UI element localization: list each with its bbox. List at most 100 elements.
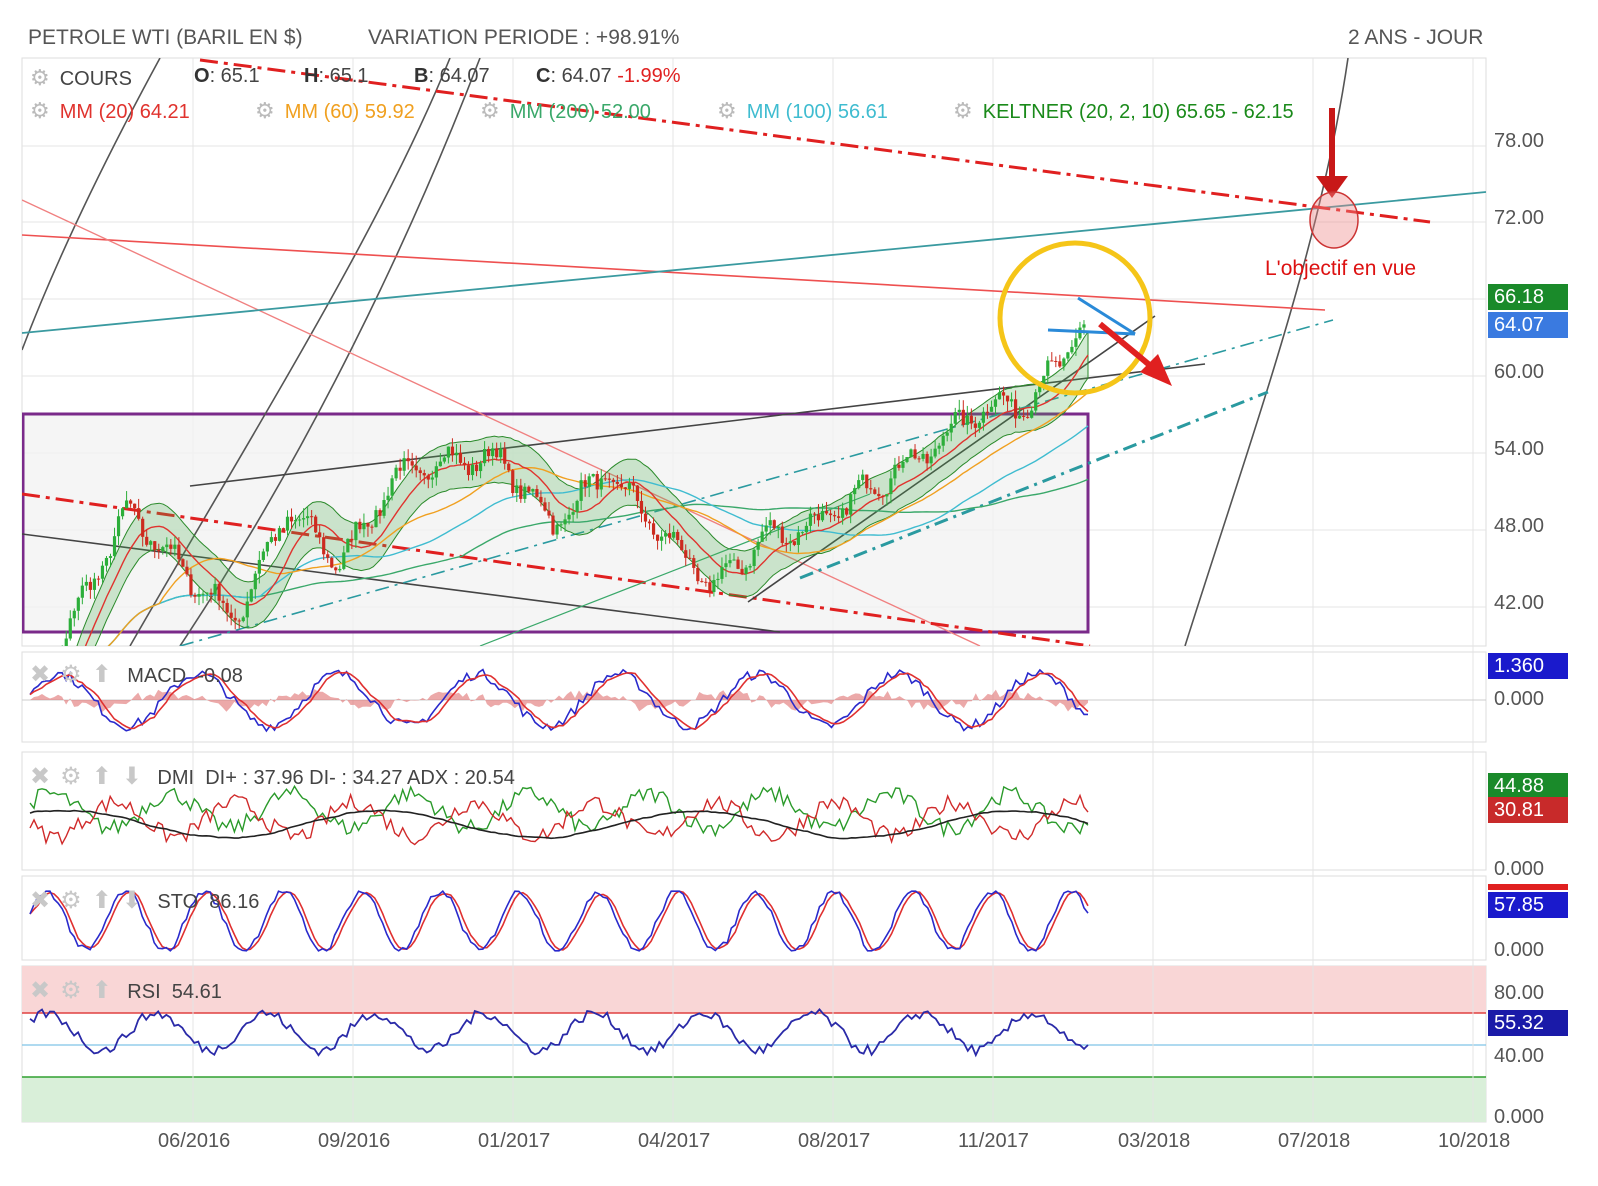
candle-body [913, 449, 917, 459]
rsi-badge: 55.32 [1488, 1010, 1568, 1036]
dmi-plus-badge: 44.88 [1488, 773, 1568, 799]
candle-body [551, 515, 555, 535]
candle-body [869, 488, 873, 490]
arrow-up-icon[interactable]: ⬆ [91, 977, 112, 1004]
candle-body [169, 544, 173, 549]
candle-body [1058, 361, 1062, 367]
candle-body [378, 510, 382, 516]
arrow-down-icon[interactable]: ⬇ [121, 763, 142, 790]
candle-body [595, 474, 599, 490]
period-variation: VARIATION PERIODE : +98.91% [368, 26, 680, 49]
close-icon[interactable]: ✖ [30, 887, 51, 914]
candle-body [792, 541, 796, 545]
candle-body [812, 513, 817, 515]
legend-mm200: ⚙ MM (200) 52.00 [480, 98, 651, 123]
candle-body [897, 464, 901, 468]
candle-body [728, 560, 732, 564]
candle-body [334, 567, 338, 571]
candle-body [1038, 386, 1042, 393]
gear-icon[interactable]: ⚙ [60, 763, 82, 790]
change-value: -1.99% [617, 65, 681, 87]
x-tick: 07/2018 [1278, 1130, 1351, 1152]
candle-body [989, 406, 994, 412]
candle-body [76, 597, 80, 611]
candle-body [660, 536, 664, 541]
candle-body [1013, 399, 1018, 419]
candle-body [1046, 360, 1050, 376]
candle-body [446, 446, 450, 458]
arrow-up-icon[interactable]: ⬆ [91, 661, 112, 688]
candle-body [277, 528, 282, 541]
candle-body [933, 448, 937, 457]
rsi-overbought-zone [22, 966, 1486, 1013]
gear-icon[interactable]: ⚙ [953, 98, 973, 123]
candle-body [374, 510, 378, 528]
candle-body [426, 475, 430, 480]
candle-body [64, 638, 68, 646]
dmi-zero-tick: 0.000 [1494, 858, 1545, 880]
macd-legend: ✖ ⚙ ⬆ MACD -0.08 [30, 661, 243, 688]
target-arrow-head [1316, 176, 1348, 198]
sto-d-line [29, 890, 1089, 952]
candle-body [853, 488, 857, 495]
gear-icon[interactable]: ⚙ [60, 977, 82, 1004]
candlesticks [61, 320, 1086, 646]
candle-body [921, 453, 925, 459]
candle-body [744, 567, 748, 574]
rsi-tick: 40.00 [1494, 1045, 1545, 1067]
close-icon[interactable]: ✖ [30, 977, 51, 1004]
candle-body [668, 533, 672, 538]
y-tick: 54.00 [1494, 438, 1545, 460]
candle-body [1009, 399, 1014, 402]
candle-body [776, 526, 780, 529]
gear-icon[interactable]: ⚙ [30, 98, 50, 123]
gear-icon[interactable]: ⚙ [60, 661, 82, 688]
candle-body [969, 415, 973, 424]
gear-icon[interactable]: ⚙ [717, 98, 737, 123]
candle-body [688, 557, 692, 559]
candle-body [185, 566, 189, 575]
candle-body [511, 470, 515, 494]
resistance-line [22, 234, 1326, 311]
gear-icon[interactable]: ⚙ [480, 98, 500, 123]
period-selector[interactable]: 2 ANS - JOUR [1348, 26, 1484, 49]
candle-body [583, 480, 587, 487]
candle-body [310, 516, 314, 518]
candle-body [346, 538, 350, 553]
candle-body [314, 516, 318, 533]
long-trend-line [22, 191, 1486, 334]
candle-body [515, 485, 519, 494]
candle-body [241, 617, 245, 622]
gear-icon[interactable]: ⚙ [30, 65, 50, 90]
candle-body [487, 448, 491, 457]
close-icon[interactable]: ✖ [30, 661, 51, 688]
arrow-up-icon[interactable]: ⬆ [91, 763, 112, 790]
candle-body [382, 500, 386, 516]
close-icon[interactable]: ✖ [30, 763, 51, 790]
gear-icon[interactable]: ⚙ [255, 98, 275, 123]
rsi-oversold-zone [22, 1077, 1486, 1122]
candle-body [454, 452, 459, 456]
gann-arcs [22, 58, 1349, 646]
macd-zero-tick: 0.000 [1494, 688, 1545, 710]
candle-body [708, 582, 712, 593]
gear-icon[interactable]: ⚙ [60, 887, 82, 914]
candle-body [342, 552, 346, 569]
candle-body [1042, 375, 1046, 387]
arrow-down-icon[interactable]: ⬇ [121, 887, 142, 914]
candle-body [462, 462, 467, 466]
candle-body [740, 568, 744, 574]
candle-body [752, 549, 756, 567]
candle-body [1030, 410, 1034, 418]
candle-body [917, 458, 921, 460]
candle-body [108, 556, 113, 558]
candle-body [676, 531, 680, 540]
candle-body [253, 573, 257, 590]
candle-body [768, 520, 772, 526]
candle-body [418, 470, 422, 474]
candle-body [824, 511, 829, 514]
arrow-up-icon[interactable]: ⬆ [91, 887, 112, 914]
candle-body [724, 563, 728, 568]
dmi-minus-badge: 30.81 [1488, 797, 1568, 823]
